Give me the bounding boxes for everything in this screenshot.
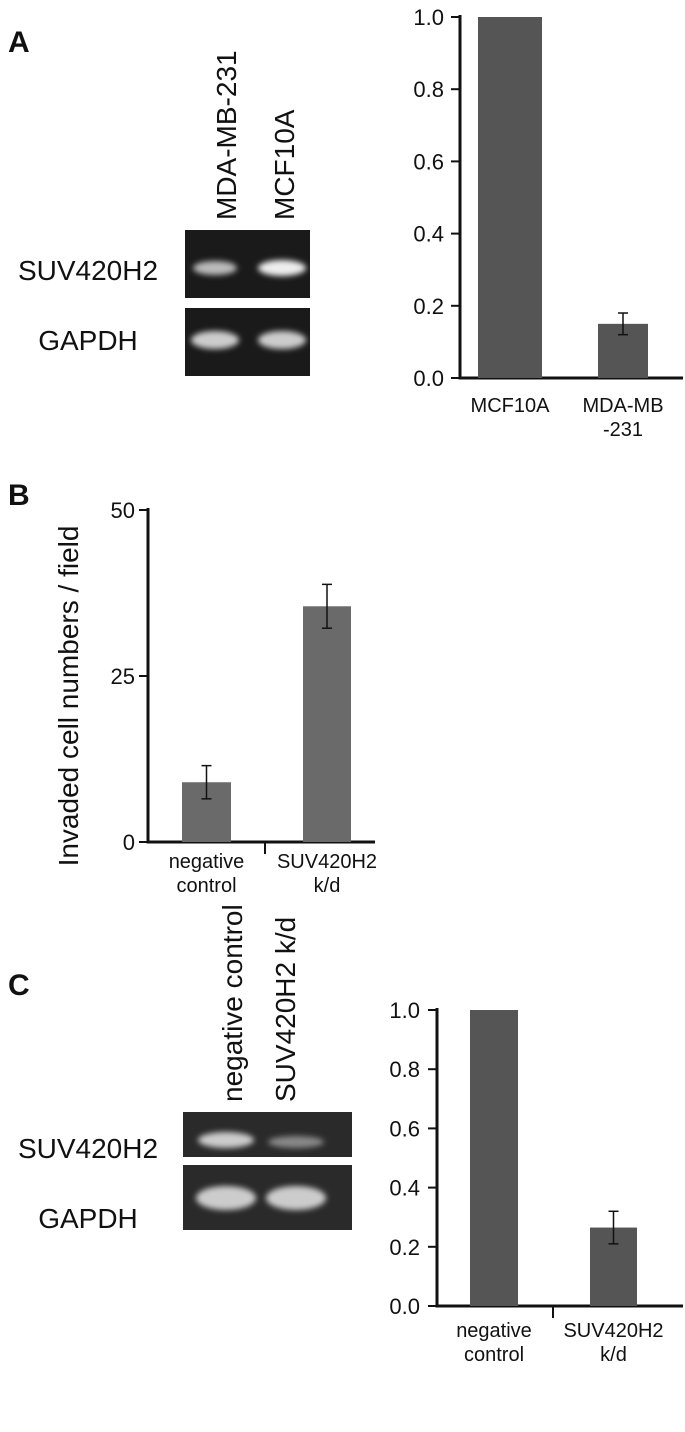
gel: MDA-MB-231 MCF10A SUV420H2 GAPDH — [18, 50, 310, 376]
lane-label: MDA-MB-231 — [211, 50, 242, 220]
panel-label: B — [8, 479, 30, 512]
y-tick-label: 0.6 — [389, 1116, 420, 1141]
y-tick-label: 25 — [111, 664, 135, 689]
row-label: SUV420H2 — [18, 1133, 158, 1164]
y-tick-label: 0.4 — [413, 222, 444, 247]
y-tick-label: 0.2 — [389, 1235, 420, 1260]
x-tick-label: negative control — [169, 851, 245, 897]
gel-band — [196, 1186, 256, 1210]
y-tick-label: 0 — [123, 830, 135, 855]
x-tick-label: MDA-MB -231 — [582, 395, 663, 441]
gel-band — [268, 1136, 324, 1148]
gel-band — [258, 331, 306, 349]
y-tick-label: 0.4 — [389, 1176, 420, 1201]
lane-label: negative control — [217, 904, 248, 1102]
bar — [303, 606, 351, 842]
gel: negative control SUV420H2 k/d SUV420H2 G… — [18, 904, 352, 1234]
row-label: SUV420H2 — [18, 255, 158, 286]
bar — [478, 17, 542, 378]
y-tick-label: 0.2 — [413, 294, 444, 319]
y-tick-label: 1.0 — [389, 998, 420, 1023]
gel-band — [258, 260, 306, 276]
y-tick-label: 0.0 — [413, 366, 444, 391]
x-tick-label: SUV420H2 k/d — [563, 1320, 663, 1366]
gel-band — [266, 1186, 326, 1210]
y-tick-label: 0.0 — [389, 1294, 420, 1319]
gel-band — [191, 331, 239, 349]
gel-band — [198, 1132, 254, 1148]
y-axis-label: Invaded cell numbers / field — [53, 526, 84, 867]
y-tick-label: 0.6 — [413, 149, 444, 174]
lane-label: SUV420H2 k/d — [270, 917, 301, 1102]
gel-band — [193, 261, 237, 275]
x-tick-label: SUV420H2 k/d — [277, 851, 377, 897]
bar — [470, 1010, 518, 1306]
panel-label: C — [8, 969, 30, 1002]
panel-label: A — [8, 26, 30, 59]
y-tick-label: 50 — [111, 498, 135, 523]
y-tick-label: 0.8 — [389, 1057, 420, 1082]
row-label: GAPDH — [38, 1203, 138, 1234]
lane-label: MCF10A — [269, 109, 300, 220]
x-tick-label: MCF10A — [471, 395, 551, 417]
row-label: GAPDH — [38, 325, 138, 356]
y-tick-label: 1.0 — [413, 5, 444, 30]
x-tick-label: negative control — [456, 1320, 532, 1366]
y-tick-label: 0.8 — [413, 77, 444, 102]
